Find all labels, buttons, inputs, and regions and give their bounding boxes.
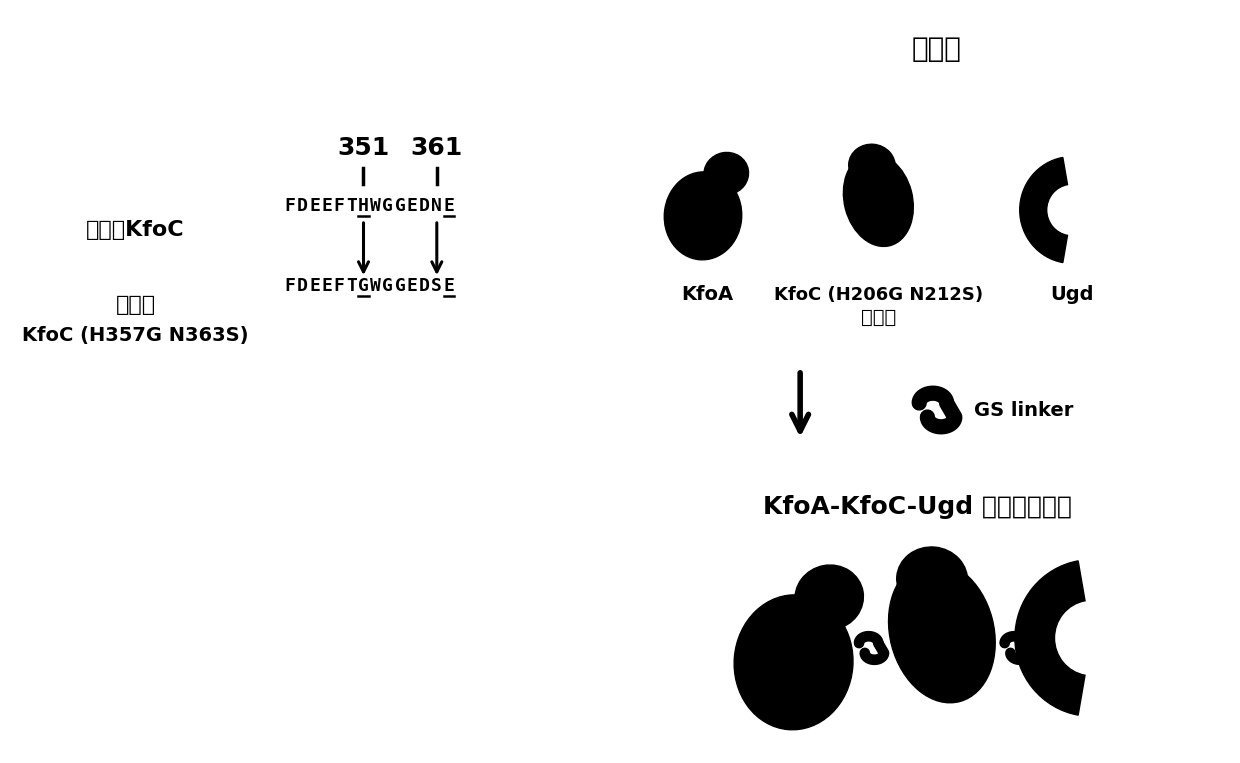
Ellipse shape	[843, 153, 914, 246]
Ellipse shape	[848, 144, 895, 187]
Text: 361: 361	[410, 136, 463, 160]
Text: KfoA-KfoC-Ugd 人工酶复合体: KfoA-KfoC-Ugd 人工酶复合体	[763, 495, 1071, 519]
Text: F: F	[334, 277, 345, 295]
Text: G: G	[382, 197, 393, 215]
Text: F: F	[334, 197, 345, 215]
Ellipse shape	[795, 565, 863, 630]
Text: 351: 351	[337, 136, 389, 160]
Text: D: D	[419, 277, 430, 295]
Ellipse shape	[897, 547, 967, 612]
Text: KfoC (H357G N363S): KfoC (H357G N363S)	[22, 326, 249, 345]
Text: 突变体: 突变体	[861, 308, 897, 327]
Text: E: E	[321, 197, 332, 215]
Wedge shape	[1019, 157, 1068, 262]
Text: E: E	[407, 197, 418, 215]
Ellipse shape	[734, 595, 853, 729]
Wedge shape	[1014, 561, 1085, 715]
Text: T: T	[346, 197, 357, 215]
Text: F: F	[285, 197, 295, 215]
Text: T: T	[346, 277, 357, 295]
Text: KfoC (H206G N212S): KfoC (H206G N212S)	[774, 286, 983, 304]
Text: 单个酶: 单个酶	[913, 35, 962, 63]
Text: E: E	[321, 277, 332, 295]
Text: E: E	[309, 197, 320, 215]
Text: E: E	[444, 277, 455, 295]
Text: D: D	[419, 197, 430, 215]
Ellipse shape	[704, 153, 749, 195]
Text: G: G	[382, 277, 393, 295]
Text: G: G	[394, 197, 405, 215]
Text: G: G	[394, 277, 405, 295]
Text: E: E	[407, 277, 418, 295]
Text: E: E	[309, 277, 320, 295]
Text: GS linker: GS linker	[975, 401, 1074, 420]
Text: Ugd: Ugd	[1050, 285, 1094, 304]
Ellipse shape	[889, 562, 996, 703]
Text: N: N	[432, 197, 443, 215]
Text: H: H	[358, 197, 370, 215]
Text: W: W	[371, 277, 381, 295]
Text: D: D	[296, 197, 308, 215]
Text: E: E	[444, 197, 455, 215]
Text: F: F	[285, 277, 295, 295]
Text: D: D	[296, 277, 308, 295]
Text: KfoA: KfoA	[681, 285, 733, 304]
Text: W: W	[371, 197, 381, 215]
Text: G: G	[358, 277, 370, 295]
Text: 突变体: 突变体	[115, 295, 155, 315]
Ellipse shape	[665, 172, 742, 260]
Text: 野生型KfoC: 野生型KfoC	[87, 220, 185, 240]
Text: S: S	[432, 277, 443, 295]
